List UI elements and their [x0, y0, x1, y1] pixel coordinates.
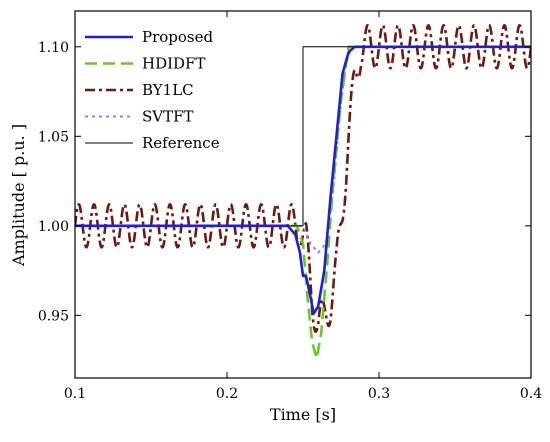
- x-tick-label: 0.2: [216, 386, 238, 402]
- x-tick-label: 0.4: [520, 386, 542, 402]
- series-line-svtft: [75, 45, 531, 254]
- legend: Proposed HDIDFT BY1LC SVTFT Reference: [85, 28, 220, 152]
- series-layer: [75, 24, 531, 360]
- legend-label-hdidft: HDIDFT: [142, 55, 205, 73]
- x-axis-title: Time [s]: [270, 405, 336, 424]
- legend-label-proposed: Proposed: [142, 28, 214, 46]
- y-tick-label: 1.05: [38, 129, 69, 145]
- y-tick-label: 1.10: [38, 40, 69, 56]
- y-tick-label: 0.95: [38, 308, 69, 324]
- plot-frame: [74, 10, 532, 379]
- x-tick-label: 0.3: [368, 386, 390, 402]
- plot-area: [74, 10, 532, 379]
- y-axis-title: Amplitude [ p.u. ]: [9, 124, 28, 267]
- series-line-proposed: [75, 45, 531, 315]
- y-tick-label: 1.00: [38, 219, 69, 235]
- x-tick-label: 0.1: [64, 386, 86, 402]
- legend-label-reference: Reference: [142, 134, 220, 152]
- legend-label-by1lc: BY1LC: [142, 81, 194, 99]
- legend-label-svtft: SVTFT: [142, 108, 194, 126]
- ticks-layer: 0.1 0.2 0.3 0.4 0.95 1.00 1.05 1.10: [38, 11, 542, 402]
